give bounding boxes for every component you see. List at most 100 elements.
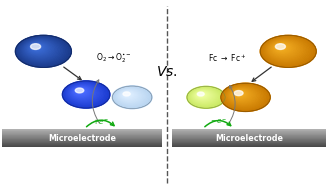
Bar [172,142,326,143]
Circle shape [265,38,308,62]
Circle shape [269,40,301,59]
Circle shape [18,37,66,64]
Circle shape [21,39,61,61]
Circle shape [275,43,290,52]
Circle shape [65,82,105,105]
Circle shape [275,44,289,52]
Circle shape [195,91,210,100]
Text: $\it{Vs.}$: $\it{Vs.}$ [156,65,178,79]
Circle shape [66,83,104,105]
Circle shape [187,86,225,108]
Text: $+ e^-$: $+ e^-$ [92,117,110,126]
Circle shape [114,87,149,107]
Circle shape [235,91,244,96]
Circle shape [72,86,92,98]
Circle shape [197,92,207,98]
Circle shape [188,87,223,107]
Bar [172,136,326,137]
Circle shape [32,45,41,50]
Circle shape [227,87,260,105]
Circle shape [64,82,107,106]
Text: Fc $\rightarrow$ Fc$^+$: Fc $\rightarrow$ Fc$^+$ [208,52,247,64]
Bar [172,133,326,134]
Circle shape [74,87,89,96]
Circle shape [277,45,286,50]
Circle shape [119,90,139,101]
Text: Microelectrode: Microelectrode [215,134,283,143]
Circle shape [119,90,140,102]
Circle shape [73,87,90,97]
Circle shape [24,40,55,58]
Circle shape [234,91,246,97]
Circle shape [263,37,311,64]
Bar [2,141,162,142]
Circle shape [228,87,257,104]
Circle shape [266,39,306,61]
Circle shape [16,35,71,67]
Bar [2,142,162,143]
Circle shape [122,92,133,98]
Circle shape [67,84,101,103]
Circle shape [121,91,137,100]
Bar [2,136,162,137]
Bar [172,143,326,144]
Circle shape [193,90,215,102]
Circle shape [123,92,132,97]
Circle shape [16,35,71,67]
Bar [2,143,162,144]
Circle shape [113,86,150,108]
Circle shape [277,45,286,50]
Circle shape [76,89,85,94]
Circle shape [19,38,64,63]
Circle shape [226,86,261,106]
Circle shape [222,84,269,110]
Circle shape [231,89,251,100]
Circle shape [63,81,108,107]
Circle shape [190,88,219,105]
Circle shape [227,87,258,105]
Circle shape [235,91,245,97]
Circle shape [235,91,244,97]
Circle shape [62,81,110,108]
Circle shape [70,85,96,100]
Bar [2,133,162,134]
Circle shape [32,45,42,50]
Circle shape [191,89,217,104]
Circle shape [121,91,136,99]
Circle shape [267,39,304,60]
Text: O$_2$$\rightarrow$O$_2^{\bullet -}$: O$_2$$\rightarrow$O$_2^{\bullet -}$ [96,51,132,65]
Circle shape [28,43,49,54]
Circle shape [116,88,146,105]
Circle shape [122,91,135,99]
Circle shape [193,90,214,102]
Circle shape [264,38,309,63]
Circle shape [74,88,88,96]
Circle shape [189,88,221,106]
Circle shape [26,41,52,56]
Circle shape [32,45,41,50]
Circle shape [17,36,68,65]
Circle shape [229,88,254,102]
Circle shape [274,43,292,53]
Circle shape [188,87,224,108]
Bar [172,137,326,138]
Circle shape [196,92,208,98]
Circle shape [192,89,216,103]
Bar [2,140,162,141]
Bar [172,140,326,141]
Circle shape [31,44,43,51]
Circle shape [76,89,84,94]
Circle shape [116,88,145,104]
Circle shape [123,92,133,98]
Circle shape [115,88,147,106]
Circle shape [69,85,97,101]
Circle shape [20,38,63,62]
Bar [2,130,162,131]
Bar [172,129,326,130]
Circle shape [124,93,131,97]
Circle shape [117,89,142,103]
Circle shape [23,40,58,60]
Circle shape [67,83,102,104]
Circle shape [197,92,206,97]
Circle shape [260,35,316,67]
